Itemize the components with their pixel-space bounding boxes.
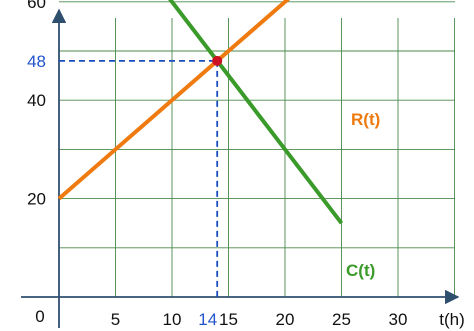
intersection-x-label: 14 bbox=[198, 310, 217, 329]
x-tick-label: 10 bbox=[163, 310, 182, 329]
origin-label: 0 bbox=[35, 307, 44, 326]
grid bbox=[59, 1, 455, 297]
intersection-y-label: 48 bbox=[27, 52, 46, 71]
x-tick-label: 20 bbox=[276, 310, 295, 329]
x-tick-label: 25 bbox=[332, 310, 351, 329]
y-tick-label: 60 bbox=[27, 0, 46, 12]
y-tick-label: 20 bbox=[27, 190, 46, 209]
series-line-c bbox=[168, 0, 344, 225]
y-tick-label: 40 bbox=[27, 91, 46, 110]
series-label-r: R(t) bbox=[351, 110, 380, 129]
x-tick-label: 30 bbox=[389, 310, 408, 329]
y-tick-labels: 20406080100 bbox=[27, 0, 46, 209]
x-axis-title: t(h) bbox=[439, 310, 465, 329]
series-label-c: C(t) bbox=[346, 261, 375, 280]
x-tick-label: 15 bbox=[219, 310, 238, 329]
series-line-r bbox=[57, 0, 291, 201]
x-tick-labels: 5 10 15 20 25 30 bbox=[111, 310, 408, 329]
x-tick-label: 5 bbox=[111, 310, 120, 329]
series-lines bbox=[57, 0, 344, 225]
intersection-point bbox=[212, 55, 223, 66]
